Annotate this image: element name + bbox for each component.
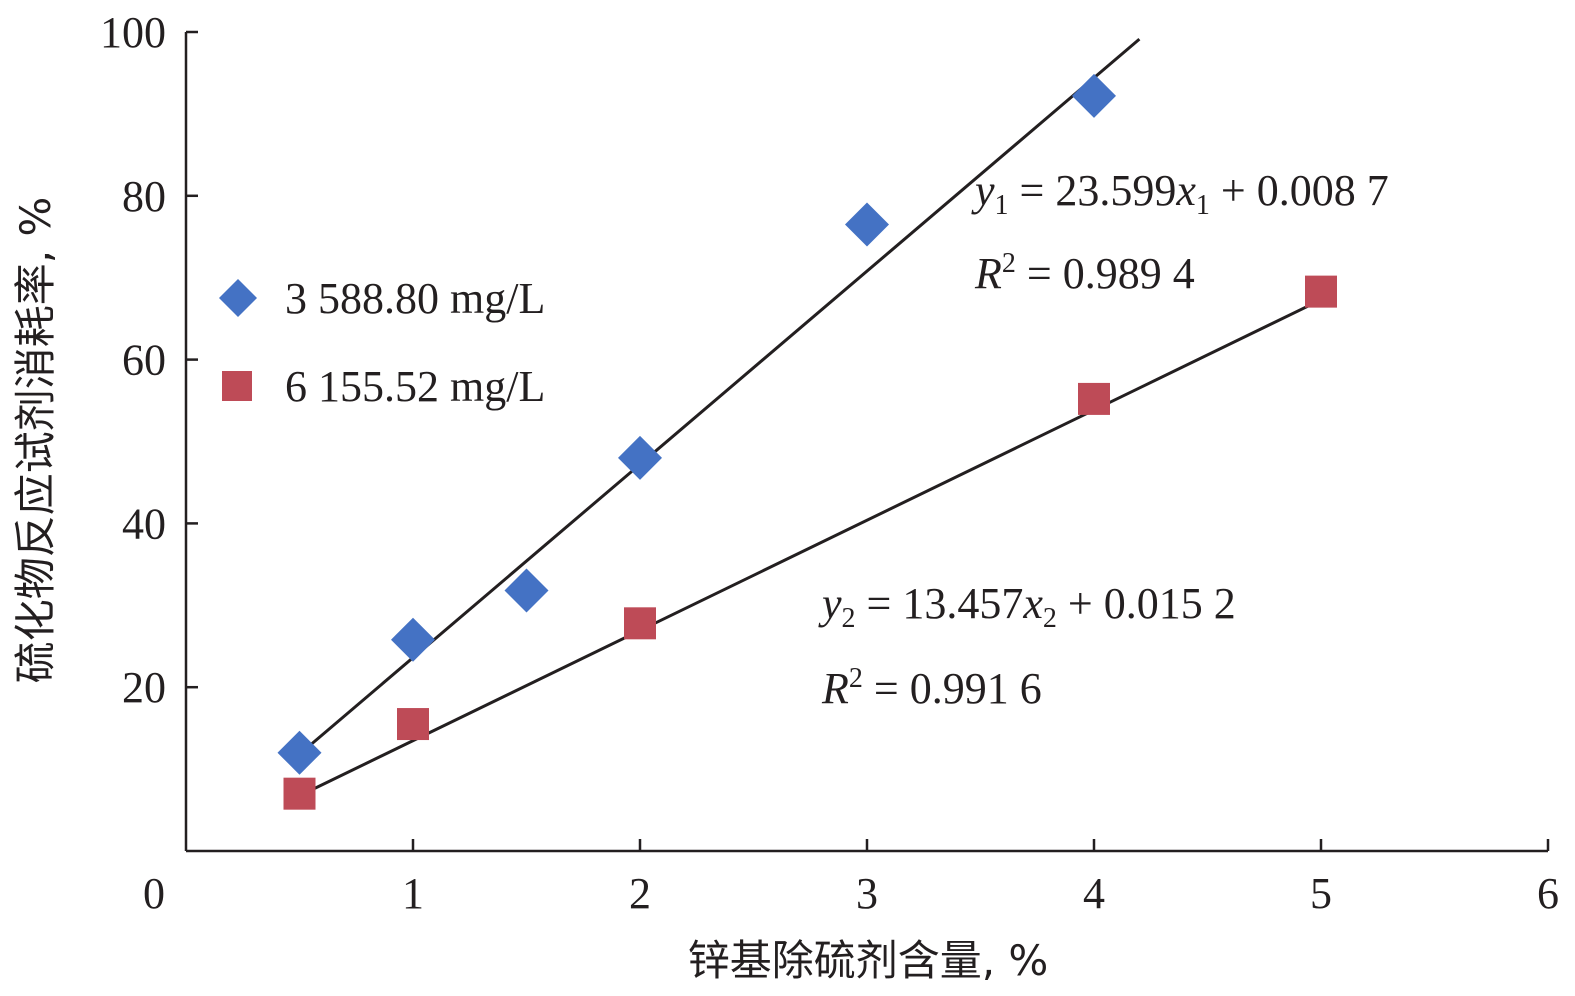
legend: 3 588.80 mg/L 6 155.52 mg/L xyxy=(219,274,545,411)
legend-label-series-2: 6 155.52 mg/L xyxy=(285,362,545,411)
data-points xyxy=(277,73,1337,810)
data-point-series-2 xyxy=(1078,382,1110,415)
x-tick-label: 2 xyxy=(629,869,651,918)
data-point-series-1 xyxy=(1072,73,1116,118)
fit-line-series-2 xyxy=(298,298,1322,798)
legend-label-series-1: 3 588.80 mg/L xyxy=(285,274,545,323)
r2-series-1: R2 = 0.989 4 xyxy=(974,248,1195,298)
fit-annotations: y1 = 23.599x1 + 0.008 7 R2 = 0.989 4 y2 … xyxy=(818,166,1389,713)
y-tick-label: 20 xyxy=(122,663,166,712)
data-point-series-1 xyxy=(845,202,889,247)
x-ticks: 0 1 2 3 4 5 6 xyxy=(143,839,1559,918)
data-point-series-1 xyxy=(504,568,549,613)
y-tick-label: 40 xyxy=(122,499,166,548)
data-point-series-2 xyxy=(624,607,656,640)
x-tick-label: 6 xyxy=(1537,869,1559,918)
x-tick-label: 4 xyxy=(1083,869,1105,918)
legend-marker-square xyxy=(222,371,252,401)
equation-series-2: y2 = 13.457x2 + 0.015 2 xyxy=(818,579,1236,634)
axes: 0 1 2 3 4 5 6 20 40 60 80 100 xyxy=(100,8,1559,918)
data-point-series-2 xyxy=(283,777,316,810)
data-point-series-1 xyxy=(618,435,662,480)
fit-lines xyxy=(298,38,1322,798)
y-tick-label: 80 xyxy=(122,172,166,221)
x-tick-label: 0 xyxy=(143,869,165,918)
equation-series-1: y1 = 23.599x1 + 0.008 7 xyxy=(971,166,1389,221)
r2-series-2: R2 = 0.991 6 xyxy=(821,663,1042,713)
data-point-series-1 xyxy=(391,617,435,662)
y-ticks: 20 40 60 80 100 xyxy=(100,8,198,712)
x-tick-label: 5 xyxy=(1310,869,1332,918)
data-point-series-2 xyxy=(1305,275,1337,308)
data-point-series-2 xyxy=(397,708,429,741)
legend-marker-diamond xyxy=(219,279,257,317)
y-axis-title: 硫化物反应试剂消耗率, % xyxy=(11,197,60,684)
y-tick-label: 60 xyxy=(122,336,166,385)
data-point-series-1 xyxy=(277,730,322,775)
x-tick-label: 3 xyxy=(856,869,878,918)
x-axis-title: 锌基除硫剂含量, % xyxy=(688,936,1049,985)
fit-line-series-1 xyxy=(298,38,1141,756)
x-tick-label: 1 xyxy=(402,869,424,918)
y-tick-label: 100 xyxy=(100,8,166,57)
